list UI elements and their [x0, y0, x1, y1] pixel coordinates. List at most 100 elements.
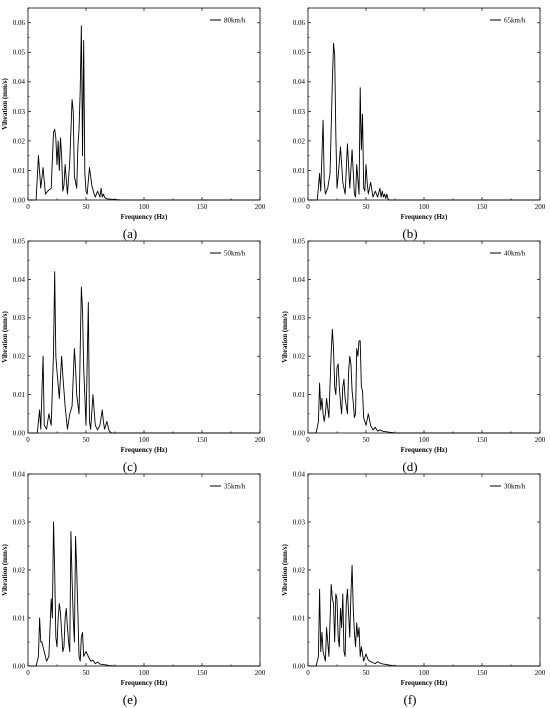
- plot-frame: [27, 7, 261, 201]
- x-tick-label: 150: [477, 203, 488, 211]
- y-tick-label: 0.03: [293, 518, 306, 526]
- y-tick-label: 0.04: [293, 78, 306, 86]
- panel-label: (a): [123, 226, 137, 241]
- x-tick-label: 200: [255, 436, 266, 444]
- x-tick-label: 150: [477, 436, 488, 444]
- x-tick-label: 200: [255, 203, 266, 211]
- y-tick-label: 0.01: [293, 391, 306, 399]
- plot-frame: [307, 7, 541, 201]
- y-tick-label: 0.00: [293, 196, 306, 204]
- y-tick-label: 0.02: [13, 137, 26, 145]
- y-tick-label: 0.02: [13, 353, 26, 361]
- x-axis-title: Frequency (Hz): [401, 446, 448, 454]
- x-tick-label: 100: [419, 436, 430, 444]
- x-tick-label: 200: [535, 203, 546, 211]
- plot-frame: [27, 240, 261, 434]
- panel-label: (f): [404, 692, 417, 707]
- chart-panel-4: 0 50 100 150 200 0.00 0.01 0.02 0.03 0.04 0.05 Freq…: [281, 237, 546, 474]
- x-tick-label: 50: [363, 203, 371, 211]
- y-tick-label: 0.03: [13, 108, 26, 116]
- y-tick-label: 0.04: [293, 276, 306, 284]
- x-tick-label: 150: [197, 436, 208, 444]
- chart-panel-3: 0 50 100 150 200 0.00 0.01 0.02 0.03 0.04 0.05 Freq…: [1, 237, 266, 474]
- y-tick-label: 0.03: [13, 314, 26, 322]
- series-line: [28, 271, 260, 434]
- panel-label: (c): [123, 459, 137, 474]
- y-axis-title: Vibration (mm/s): [1, 78, 9, 130]
- legend-label: 30km/h: [504, 482, 526, 490]
- x-tick-label: 150: [197, 669, 208, 677]
- series-line: [28, 25, 260, 201]
- y-tick-label: 0.02: [13, 566, 26, 574]
- x-tick-label: 150: [477, 669, 488, 677]
- chart-panel-5: 0 50 100 150 200 0.00 0.01 0.02 0.03 0.04 Frequenc…: [1, 470, 266, 707]
- x-tick-label: 200: [255, 669, 266, 677]
- y-tick-label: 0.04: [13, 470, 26, 478]
- legend-label: 80km/h: [224, 16, 246, 24]
- y-tick-label: 0.00: [13, 429, 26, 437]
- x-axis-title: Frequency (Hz): [401, 213, 448, 221]
- chart-panel-1: 0 50 100 150 200 0.00 0.01 0.02 0.03 0.04 0.05 0.06…: [1, 7, 266, 241]
- y-tick-label: 0.05: [13, 237, 26, 245]
- chart-panel-2: 0 50 100 150 200 0.00 0.01 0.02 0.03 0.04 0.05 0.06…: [293, 7, 546, 241]
- y-tick-label: 0.04: [13, 276, 26, 284]
- y-tick-label: 0.03: [13, 518, 26, 526]
- y-tick-label: 0.01: [293, 614, 306, 622]
- series-line: [308, 328, 540, 434]
- y-tick-label: 0.05: [293, 49, 306, 57]
- y-tick-label: 0.04: [13, 78, 26, 86]
- y-tick-label: 0.04: [293, 470, 306, 478]
- y-tick-label: 0.00: [293, 429, 306, 437]
- y-tick-label: 0.01: [13, 391, 26, 399]
- y-tick-label: 0.05: [293, 237, 306, 245]
- legend-label: 50km/h: [224, 249, 246, 257]
- plot-frame: [307, 240, 541, 434]
- x-tick-label: 100: [139, 436, 150, 444]
- x-axis-title: Frequency (Hz): [121, 213, 168, 221]
- y-tick-label: 0.01: [13, 614, 26, 622]
- x-tick-label: 50: [83, 203, 91, 211]
- x-tick-label: 50: [363, 436, 371, 444]
- plot-frame: [27, 473, 261, 667]
- x-tick-label: 50: [83, 669, 91, 677]
- series-line: [28, 521, 260, 667]
- x-axis-title: Frequency (Hz): [401, 679, 448, 687]
- x-tick-label: 200: [535, 436, 546, 444]
- x-tick-label: 100: [139, 203, 150, 211]
- y-tick-label: 0.01: [293, 167, 306, 175]
- x-tick-label: 200: [535, 669, 546, 677]
- y-tick-label: 0.06: [13, 19, 26, 27]
- x-tick-label: 50: [363, 669, 371, 677]
- series-line: [308, 564, 540, 667]
- x-tick-label: 0: [26, 669, 30, 677]
- y-tick-label: 0.02: [293, 137, 306, 145]
- y-tick-label: 0.02: [293, 353, 306, 361]
- x-tick-label: 100: [139, 669, 150, 677]
- x-tick-label: 100: [419, 669, 430, 677]
- x-tick-label: 0: [26, 436, 30, 444]
- y-axis-title: Vibration (mm/s): [281, 544, 289, 596]
- x-tick-label: 0: [306, 669, 310, 677]
- y-tick-label: 0.05: [13, 49, 26, 57]
- x-tick-label: 0: [26, 203, 30, 211]
- legend-label: 65km/h: [504, 16, 526, 24]
- panel-label: (d): [402, 459, 417, 474]
- y-tick-label: 0.06: [293, 19, 306, 27]
- plot-frame: [307, 473, 541, 667]
- x-tick-label: 100: [419, 203, 430, 211]
- y-tick-label: 0.02: [293, 566, 306, 574]
- x-tick-label: 0: [306, 203, 310, 211]
- y-tick-label: 0.00: [293, 662, 306, 670]
- y-axis-title: Vibration (mm/s): [281, 311, 289, 363]
- panel-label: (b): [402, 226, 417, 241]
- y-tick-label: 0.00: [13, 662, 26, 670]
- y-tick-label: 0.03: [293, 314, 306, 322]
- y-tick-label: 0.01: [13, 167, 26, 175]
- y-tick-label: 0.00: [13, 196, 26, 204]
- chart-panel-6: 0 50 100 150 200 0.00 0.01 0.02 0.03 0.04 Frequenc…: [281, 470, 546, 707]
- legend-label: 35km/h: [224, 482, 246, 490]
- y-axis-title: Vibration (mm/s): [1, 311, 9, 363]
- y-axis-title: Vibration (mm/s): [1, 544, 9, 596]
- legend-label: 40km/h: [504, 249, 526, 257]
